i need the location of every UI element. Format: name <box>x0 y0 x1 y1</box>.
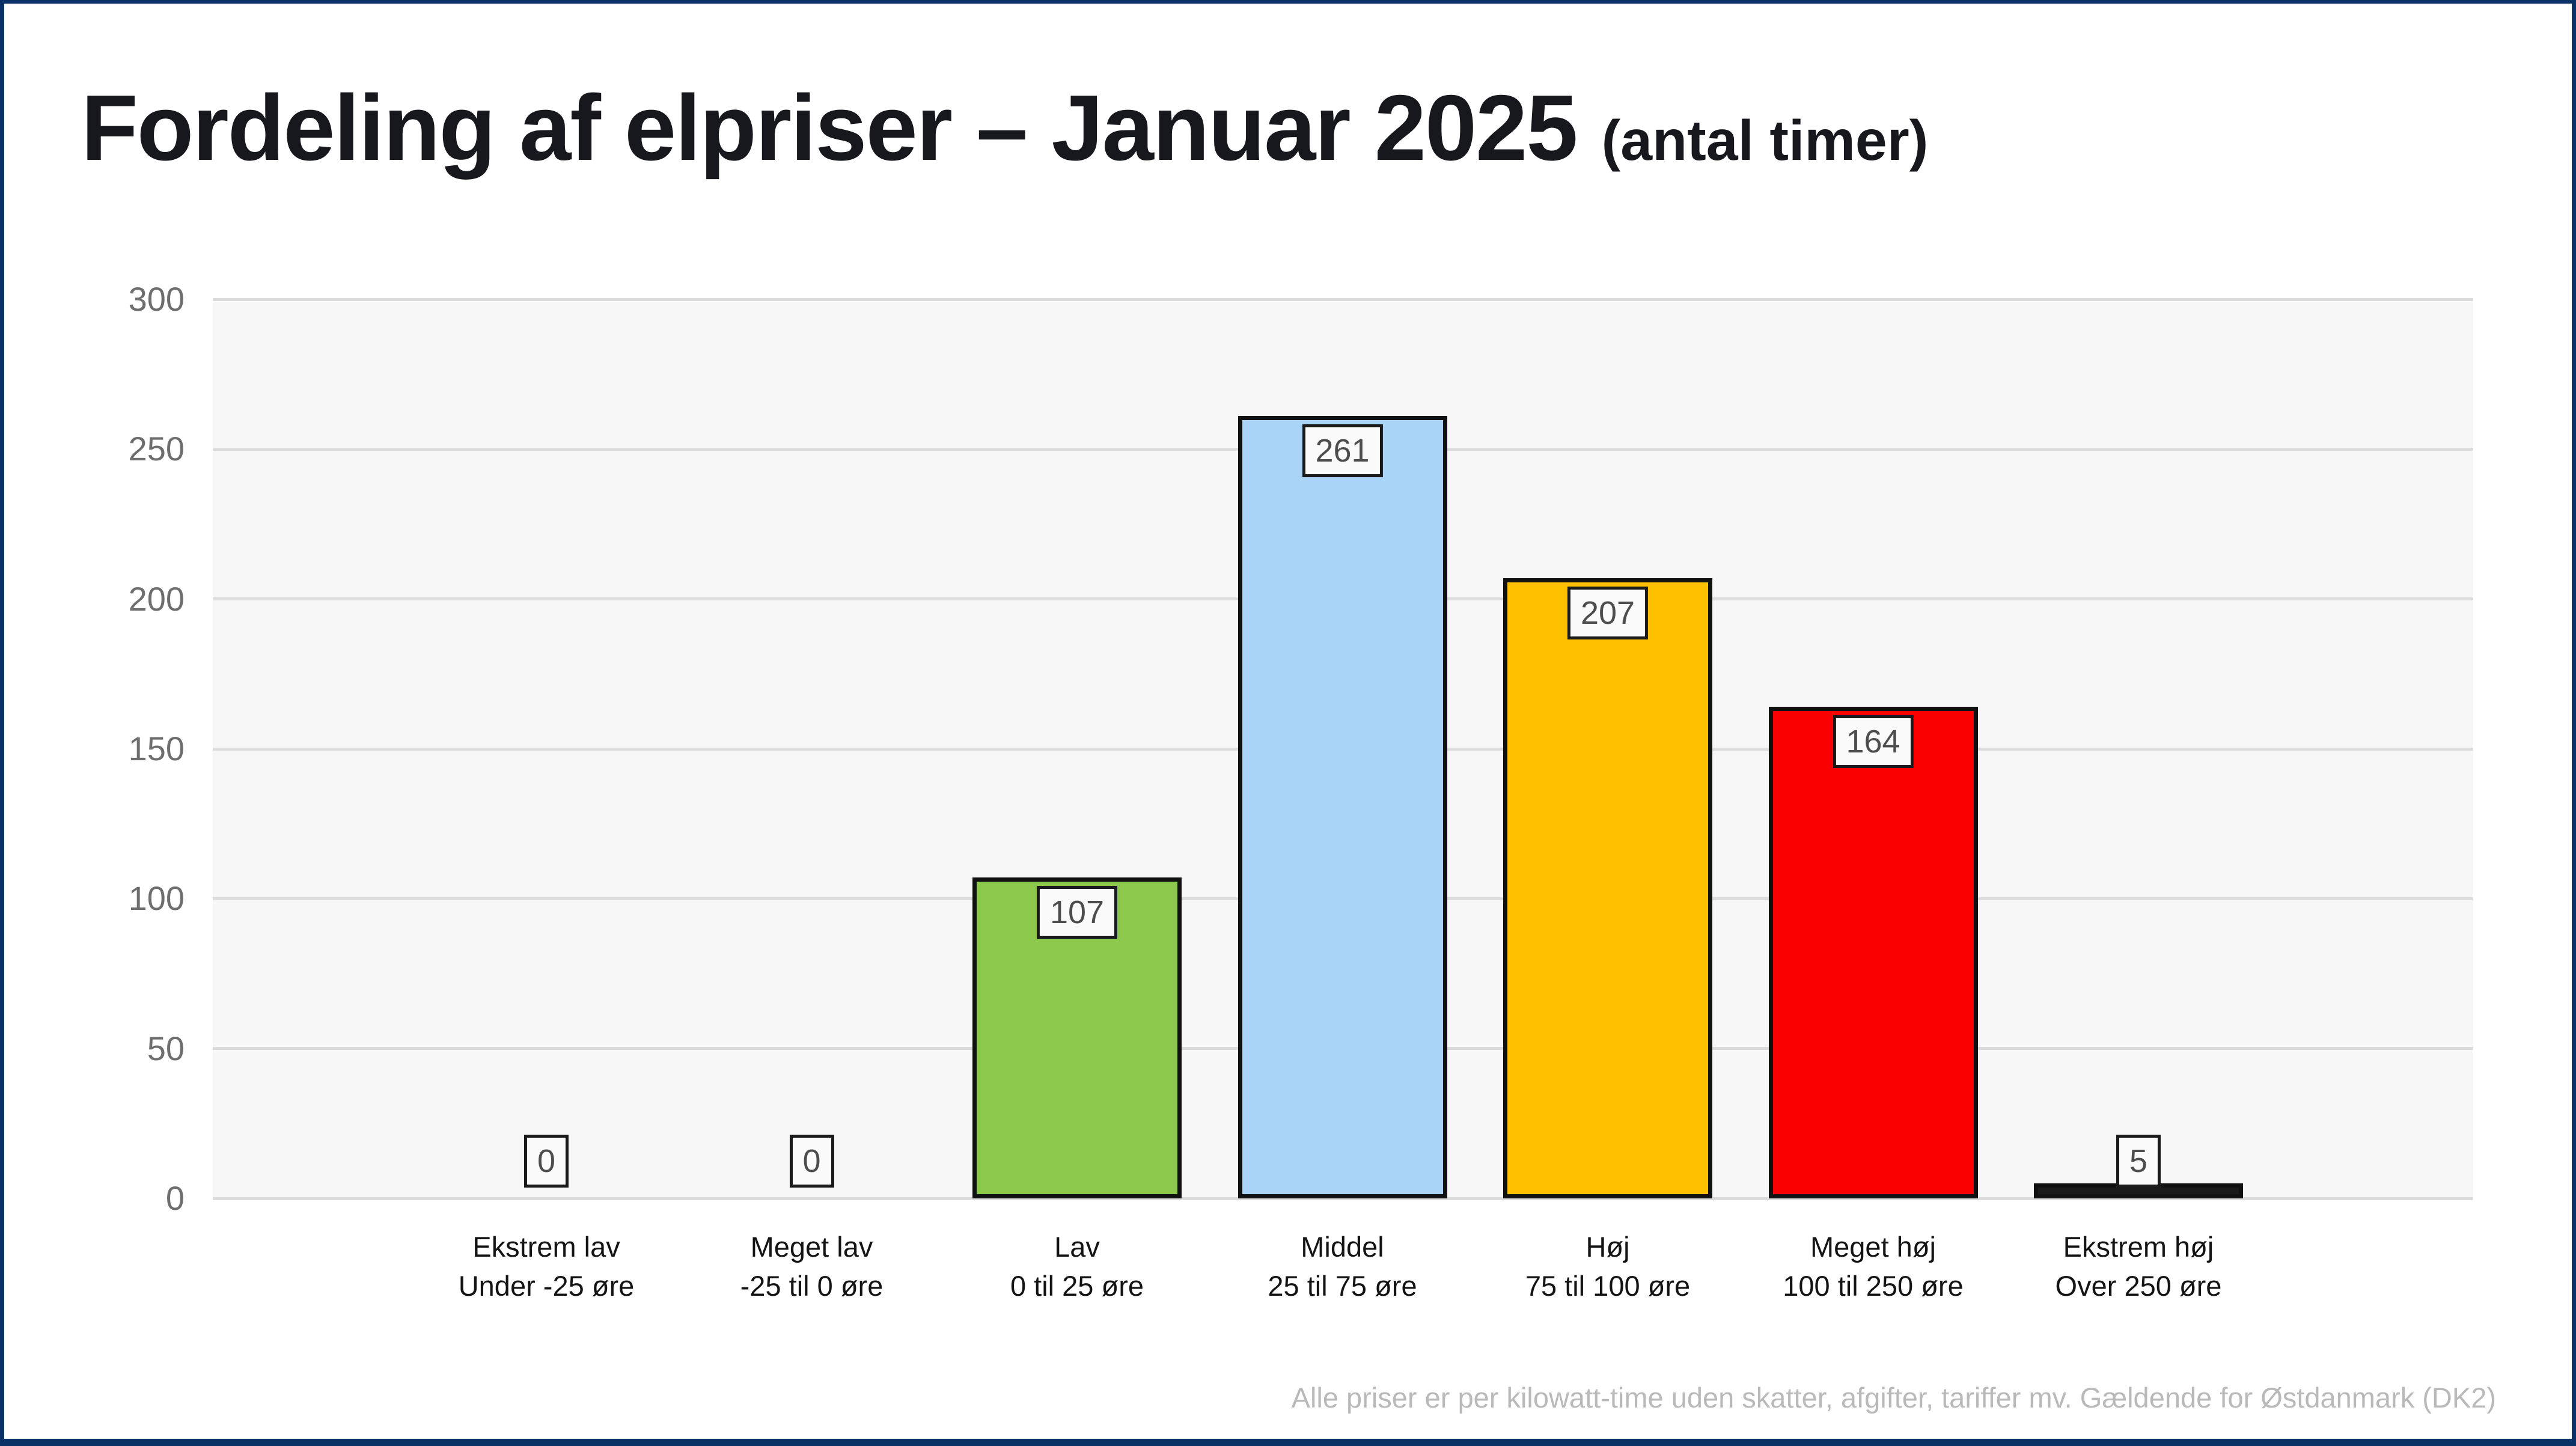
x-category-label: Meget høj <box>1810 1231 1936 1263</box>
y-tick-label-150: 150 <box>128 730 185 767</box>
x-category-label: Middel <box>1301 1231 1384 1263</box>
chart-title: Fordeling af elpriser – Januar 2025 (ant… <box>81 75 1928 182</box>
x-category-ekstrem-lav: Ekstrem lav Under -25 øre <box>402 1227 691 1305</box>
chart-title-main: Fordeling af elpriser – Januar 2025 <box>81 76 1578 180</box>
x-category-range: 100 til 250 øre <box>1783 1270 1964 1302</box>
x-category-label: Ekstrem lav <box>472 1231 620 1263</box>
x-category-range: 25 til 75 øre <box>1268 1270 1417 1302</box>
x-category-lav: Lav 0 til 25 øre <box>933 1227 1221 1305</box>
x-category-range: 0 til 25 øre <box>1010 1270 1144 1302</box>
value-label-meget-hoj: 164 <box>1833 715 1914 768</box>
gridline-300 <box>213 297 2473 301</box>
x-category-range: 75 til 100 øre <box>1525 1270 1691 1302</box>
value-label-ekstrem-hoj: 5 <box>2116 1135 2161 1188</box>
x-category-meget-hoj: Meget høj 100 til 250 øre <box>1729 1227 2018 1305</box>
x-category-label: Ekstrem høj <box>2063 1231 2214 1263</box>
bar-meget-hoj <box>1768 707 1978 1198</box>
x-category-meget-lav: Meget lav -25 til 0 øre <box>668 1227 956 1305</box>
y-tick-label-0: 0 <box>165 1179 185 1217</box>
bar-hoj <box>1503 578 1712 1198</box>
value-label-hoj: 207 <box>1567 587 1649 639</box>
x-category-range: Over 250 øre <box>2055 1270 2222 1302</box>
y-tick-label-250: 250 <box>128 430 185 468</box>
value-label-middel: 261 <box>1302 424 1383 477</box>
x-category-middel: Middel 25 til 75 øre <box>1198 1227 1487 1305</box>
footnote: Alle priser er per kilowatt-time uden sk… <box>1291 1382 2496 1414</box>
x-category-hoj: Høj 75 til 100 øre <box>1463 1227 1752 1305</box>
x-category-ekstrem-hoj: Ekstrem høj Over 250 øre <box>1994 1227 2283 1305</box>
x-category-range: -25 til 0 øre <box>740 1270 884 1302</box>
x-category-label: Lav <box>1054 1231 1100 1263</box>
value-label-lav: 107 <box>1036 886 1118 939</box>
y-tick-label-100: 100 <box>128 879 185 918</box>
y-tick-label-300: 300 <box>128 280 185 318</box>
chart-title-suffix: (antal timer) <box>1601 109 1929 172</box>
bar-middel <box>1238 416 1447 1198</box>
y-tick-label-50: 50 <box>147 1029 185 1067</box>
x-category-label: Meget lav <box>750 1231 873 1263</box>
y-tick-label-200: 200 <box>128 579 185 618</box>
gridline-0 <box>213 1197 2473 1200</box>
value-label-meget-lav: 0 <box>789 1135 834 1188</box>
x-category-label: Høj <box>1586 1231 1630 1263</box>
value-label-ekstrem-lav: 0 <box>523 1135 569 1188</box>
x-category-range: Under -25 øre <box>458 1270 635 1302</box>
